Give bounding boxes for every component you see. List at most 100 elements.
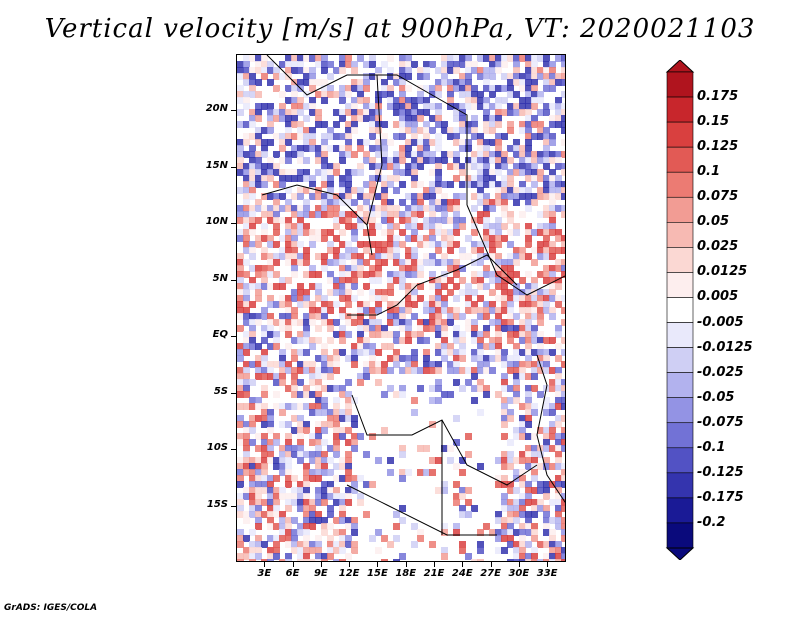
field-cell — [519, 319, 526, 326]
field-cell — [435, 175, 442, 182]
field-cell — [339, 535, 346, 542]
field-cell — [429, 241, 436, 248]
field-cell — [243, 307, 250, 314]
field-cell — [387, 367, 394, 374]
field-cell — [531, 475, 538, 482]
field-cell — [375, 259, 382, 266]
field-cell — [297, 121, 304, 128]
field-cell — [303, 505, 310, 512]
field-cell — [297, 541, 304, 548]
field-cell — [513, 487, 520, 494]
field-cell — [279, 145, 286, 152]
field-cell — [561, 493, 565, 500]
field-cell — [555, 97, 562, 104]
field-cell — [405, 121, 412, 128]
field-cell — [519, 163, 526, 170]
field-cell — [513, 73, 520, 80]
field-cell — [285, 205, 292, 212]
field-cell — [237, 121, 244, 128]
field-cell — [555, 397, 562, 404]
lon-label: 27E — [480, 568, 501, 579]
field-cell — [237, 301, 244, 308]
field-cell — [513, 553, 520, 560]
field-cell — [555, 439, 562, 446]
field-cell — [549, 427, 556, 434]
field-cell — [417, 145, 424, 152]
field-cell — [267, 313, 274, 320]
field-cell — [501, 373, 508, 380]
field-cell — [345, 409, 352, 416]
field-cell — [423, 193, 430, 200]
field-cell — [471, 385, 478, 392]
field-cell — [519, 307, 526, 314]
field-cell — [507, 409, 514, 416]
field-cell — [387, 97, 394, 104]
field-cell — [411, 103, 418, 110]
field-cell — [273, 505, 280, 512]
field-cell — [267, 367, 274, 374]
field-cell — [501, 307, 508, 314]
field-cell — [249, 505, 256, 512]
field-cell — [495, 337, 502, 344]
field-cell — [549, 367, 556, 374]
field-cell — [339, 313, 346, 320]
field-cell — [549, 271, 556, 278]
field-cell — [555, 457, 562, 464]
field-cell — [249, 217, 256, 224]
field-cell — [261, 457, 268, 464]
lon-label: 33E — [536, 568, 558, 579]
field-cell — [519, 553, 526, 560]
field-cell — [489, 301, 496, 308]
field-cell — [417, 529, 424, 536]
field-cell — [267, 517, 274, 524]
field-cell — [513, 505, 520, 512]
field-cell — [351, 313, 358, 320]
field-cell — [297, 523, 304, 530]
field-cell — [489, 229, 496, 236]
field-cell — [279, 235, 286, 242]
field-cell — [525, 499, 532, 506]
field-cell — [237, 325, 244, 332]
field-cell — [321, 121, 328, 128]
field-cell — [279, 349, 286, 356]
field-cell — [273, 109, 280, 116]
field-cell — [309, 319, 316, 326]
field-cell — [399, 145, 406, 152]
field-cell — [261, 409, 268, 416]
field-cell — [555, 175, 562, 182]
field-cell — [279, 487, 286, 494]
field-cell — [423, 307, 430, 314]
field-cell — [519, 523, 526, 530]
field-cell — [405, 211, 412, 218]
field-cell — [375, 127, 382, 134]
field-cell — [453, 481, 460, 488]
field-cell — [417, 193, 424, 200]
field-cell — [333, 415, 340, 422]
field-cell — [501, 181, 508, 188]
field-cell — [369, 181, 376, 188]
field-cell — [357, 145, 364, 152]
field-cell — [381, 217, 388, 224]
field-cell — [519, 109, 526, 116]
field-cell — [531, 91, 538, 98]
field-cell — [297, 553, 304, 560]
field-cell — [327, 361, 334, 368]
field-cell — [327, 355, 334, 362]
field-cell — [297, 151, 304, 158]
field-cell — [495, 67, 502, 74]
field-cell — [375, 379, 382, 386]
field-cell — [351, 121, 358, 128]
field-cell — [543, 61, 550, 68]
field-cell — [423, 205, 430, 212]
field-cell — [561, 307, 565, 314]
field-cell — [429, 151, 436, 158]
field-cell — [279, 409, 286, 416]
field-cell — [327, 487, 334, 494]
field-cell — [333, 259, 340, 266]
field-cell — [513, 457, 520, 464]
field-cell — [303, 559, 310, 561]
field-cell — [465, 319, 472, 326]
field-cell — [357, 331, 364, 338]
field-cell — [273, 487, 280, 494]
field-cell — [513, 343, 520, 350]
